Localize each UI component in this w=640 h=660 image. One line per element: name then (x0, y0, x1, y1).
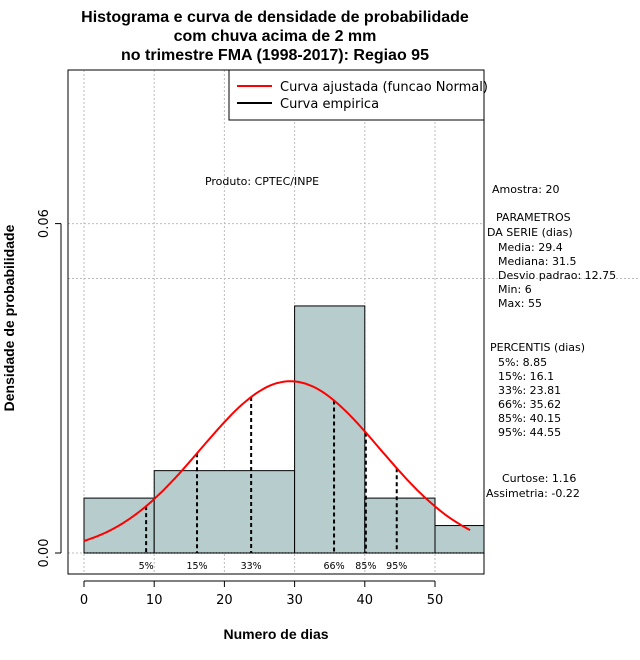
x-tick-label: 40 (357, 593, 374, 608)
params-title-1: PARAMETROS (496, 211, 571, 224)
x-tick-label: 0 (80, 593, 88, 608)
x-tick-label: 10 (146, 593, 163, 608)
sample-size: Amostra: 20 (492, 183, 559, 196)
product-annotation: Produto: CPTEC/INPE (205, 175, 319, 188)
histogram-bar (364, 497, 436, 554)
y-axis: 0.00 0.06 (37, 209, 62, 568)
param-min: Min: 6 (498, 283, 532, 296)
legend-box (228, 69, 485, 121)
chart-title-line-1: Histograma e curva de densidade de proba… (81, 9, 469, 26)
percentile-label: 66% (323, 561, 344, 572)
percentil-15: 15%: 16.1 (498, 370, 554, 383)
y-tick-label: 0.06 (37, 209, 52, 238)
percentil-5: 5%: 8.85 (498, 356, 547, 369)
histogram-bars (83, 305, 485, 554)
percentile-label: 5% (139, 561, 154, 572)
params-title-2: DA SERIE (dias) (487, 226, 573, 239)
percentile-label: 33% (241, 561, 262, 572)
x-axis: 0 10 20 30 40 50 (80, 580, 444, 608)
y-tick-label: 0.00 (37, 539, 52, 568)
histogram-bar (294, 305, 366, 554)
chart-title-line-2: com chuva acima de 2 mm (174, 28, 377, 45)
x-axis-title: Numero de dias (223, 626, 328, 642)
percentile-label: 95% (386, 561, 407, 572)
percentil-66: 66%: 35.62 (498, 398, 561, 411)
histogram-bar (434, 525, 485, 554)
percentil-95: 95%: 44.55 (498, 426, 561, 439)
param-mediana: Mediana: 31.5 (498, 255, 576, 268)
legend: Curva ajustada (funcao Normal) Curva emp… (228, 69, 488, 121)
param-max: Max: 55 (498, 297, 542, 310)
percentile-lines: 5% 15% 33% 66% 85% 95% (139, 396, 407, 572)
legend-label-fit: Curva ajustada (funcao Normal) (280, 80, 488, 95)
statistics-panel: Amostra: 20 PARAMETROS DA SERIE (dias) M… (486, 183, 616, 500)
legend-label-empirical: Curva empirica (280, 97, 379, 112)
x-tick-label: 30 (286, 593, 303, 608)
y-axis-title: Densidade de probabilidade (1, 224, 17, 411)
x-tick-label: 50 (427, 593, 444, 608)
percentil-33: 33%: 23.81 (498, 384, 561, 397)
chart-title-line-3: no trimestre FMA (1998-2017): Regiao 95 (121, 47, 429, 64)
percentile-label: 15% (186, 561, 207, 572)
percentil-85: 85%: 40.15 (498, 412, 561, 425)
normal-fit-curve (83, 380, 471, 542)
kurtosis: Curtose: 1.16 (502, 472, 576, 485)
percentis-title: PERCENTIS (dias) (490, 341, 585, 354)
percentile-label: 85% (355, 561, 376, 572)
param-media: Media: 29.4 (498, 241, 563, 254)
x-tick-label: 20 (216, 593, 233, 608)
param-desvio: Desvio padrao: 12.75 (498, 269, 616, 282)
histogram-bar (153, 470, 296, 554)
skewness: Assimetria: -0.22 (486, 487, 580, 500)
